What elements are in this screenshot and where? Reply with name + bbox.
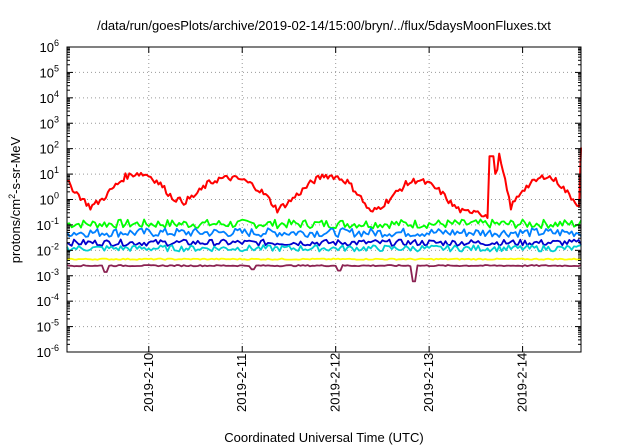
y-axis-label-post: -s-sr-MeV (8, 136, 23, 193)
x-tick-label: 2019-2-14 (515, 353, 530, 412)
y-axis-label-sup: 2 (7, 194, 17, 199)
series-line (66, 244, 582, 253)
y-tick-label: 100 (40, 191, 59, 208)
y-tick-label: 10-2 (37, 241, 59, 258)
series-line (66, 227, 582, 238)
y-axis-label: protons/cm2-s-sr-MeV (7, 136, 23, 263)
series-line (66, 264, 582, 283)
x-tick-label: 2019-2-12 (328, 353, 343, 412)
x-axis-label: Coordinated Universal Time (UTC) (224, 430, 423, 445)
y-tick-label: 10-4 (37, 292, 59, 309)
y-tick-label: 102 (40, 140, 59, 157)
y-axis-ticks: 10-6 10-5 10-4 10-3 10-2 10-1 100 101 102 103 104 1… (37, 38, 581, 360)
x-tick-label: 2019-2-10 (141, 353, 156, 412)
y-tick-label: 105 (40, 63, 59, 80)
x-tick-label: 2019-2-13 (421, 353, 436, 412)
y-tick-label: 104 (40, 89, 59, 106)
y-tick-label: 103 (40, 114, 59, 131)
x-axis-ticks: 2019-2-10 2019-2-11 2019-2-12 2019-2-13 2019… (141, 47, 530, 412)
y-tick-label: 10-6 (37, 343, 59, 360)
y-tick-label: 10-3 (37, 267, 59, 284)
y-tick-label: 10-1 (37, 216, 59, 233)
series-line (66, 218, 582, 230)
y-tick-label: 10-5 (37, 318, 59, 335)
y-tick-label: 106 (40, 38, 59, 55)
x-tick-label: 2019-2-11 (234, 354, 249, 412)
y-axis-label-pre: protons/cm (8, 199, 23, 263)
series-line (66, 257, 582, 261)
grid-lines (67, 47, 581, 352)
series-line (66, 238, 582, 247)
series-line (66, 147, 582, 219)
chart-title: /data/run/goesPlots/archive/2019-02-14/1… (97, 18, 551, 33)
series-layer (66, 147, 582, 283)
y-tick-label: 101 (40, 165, 59, 182)
